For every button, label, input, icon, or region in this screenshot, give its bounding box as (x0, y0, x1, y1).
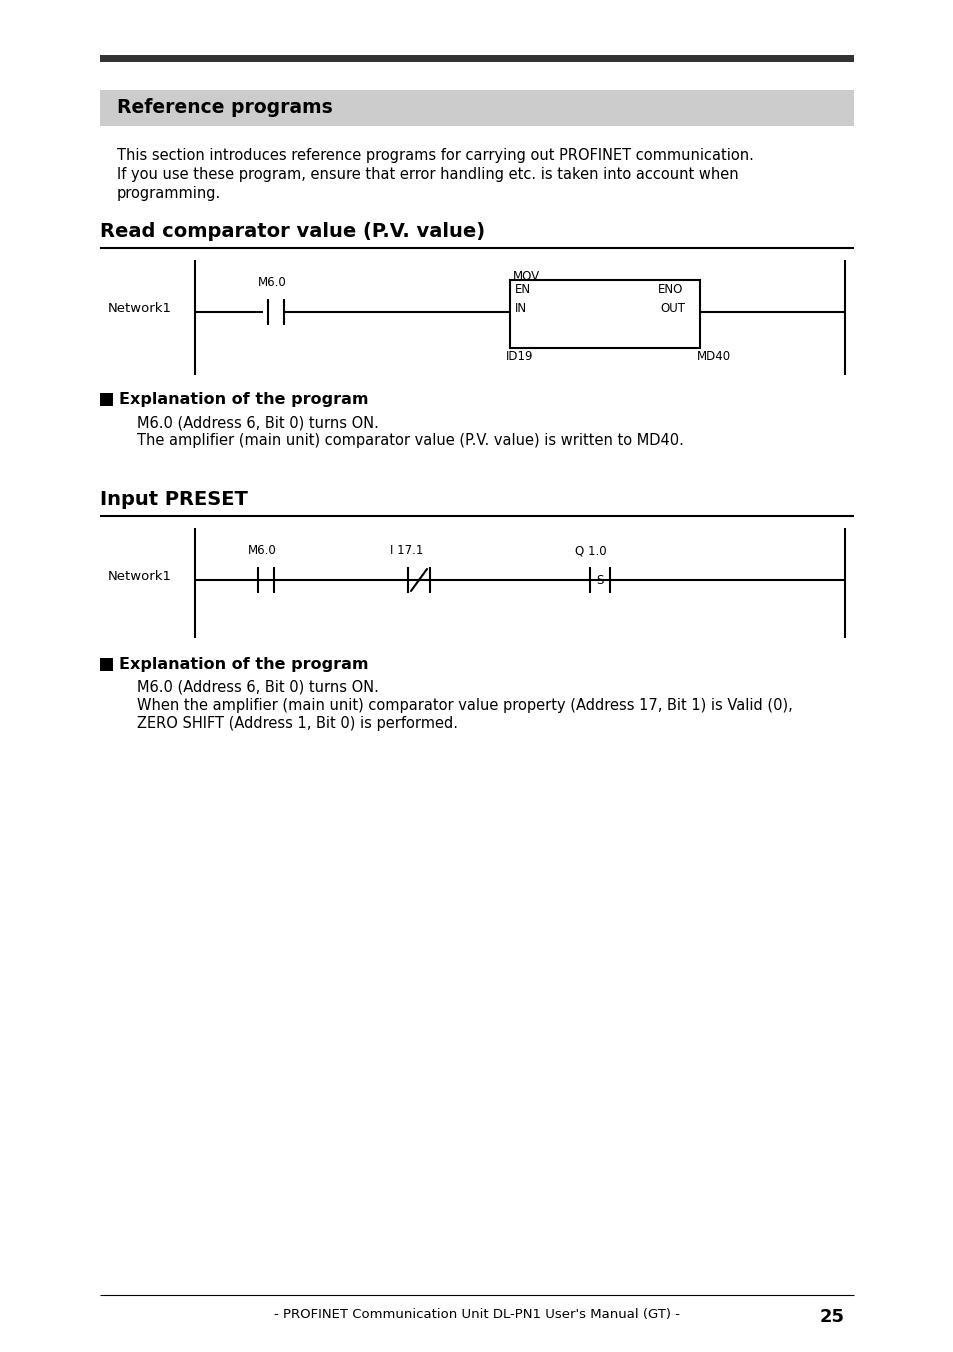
Text: Q 1.0: Q 1.0 (575, 544, 606, 557)
Text: S: S (596, 575, 602, 587)
Text: This section introduces reference programs for carrying out PROFINET communicati: This section introduces reference progra… (117, 147, 753, 164)
Text: If you use these program, ensure that error handling etc. is taken into account : If you use these program, ensure that er… (117, 168, 738, 183)
Text: M6.0 (Address 6, Bit 0) turns ON.: M6.0 (Address 6, Bit 0) turns ON. (137, 680, 378, 695)
Text: Reference programs: Reference programs (117, 97, 333, 118)
Bar (100, 91, 853, 126)
Text: Read comparator value (P.V. value): Read comparator value (P.V. value) (100, 222, 485, 241)
Text: IN: IN (515, 301, 527, 315)
Text: 25: 25 (820, 1307, 844, 1326)
Text: Network1: Network1 (108, 301, 172, 315)
Text: ZERO SHIFT (Address 1, Bit 0) is performed.: ZERO SHIFT (Address 1, Bit 0) is perform… (137, 717, 457, 731)
Text: ENO: ENO (658, 283, 682, 296)
Text: M6.0: M6.0 (248, 544, 276, 557)
Text: MOV: MOV (513, 270, 539, 283)
Bar (100, 658, 112, 671)
Bar (100, 55, 853, 62)
Text: Network1: Network1 (108, 571, 172, 583)
Text: Input PRESET: Input PRESET (100, 489, 248, 508)
Text: MD40: MD40 (697, 350, 730, 362)
Text: The amplifier (main unit) comparator value (P.V. value) is written to MD40.: The amplifier (main unit) comparator val… (137, 433, 683, 448)
Text: M6.0: M6.0 (257, 276, 287, 289)
Text: EN: EN (515, 283, 531, 296)
Text: Explanation of the program: Explanation of the program (119, 657, 368, 672)
Text: I 17.1: I 17.1 (390, 544, 423, 557)
Text: programming.: programming. (117, 187, 221, 201)
Bar (510, 280, 700, 347)
Text: OUT: OUT (659, 301, 684, 315)
Text: - PROFINET Communication Unit DL-PN1 User's Manual (GT) -: - PROFINET Communication Unit DL-PN1 Use… (274, 1307, 679, 1321)
Text: M6.0 (Address 6, Bit 0) turns ON.: M6.0 (Address 6, Bit 0) turns ON. (137, 415, 378, 430)
Text: ID19: ID19 (505, 350, 533, 362)
Text: When the amplifier (main unit) comparator value property (Address 17, Bit 1) is : When the amplifier (main unit) comparato… (137, 698, 792, 713)
Bar (100, 393, 112, 406)
Text: Explanation of the program: Explanation of the program (119, 392, 368, 407)
